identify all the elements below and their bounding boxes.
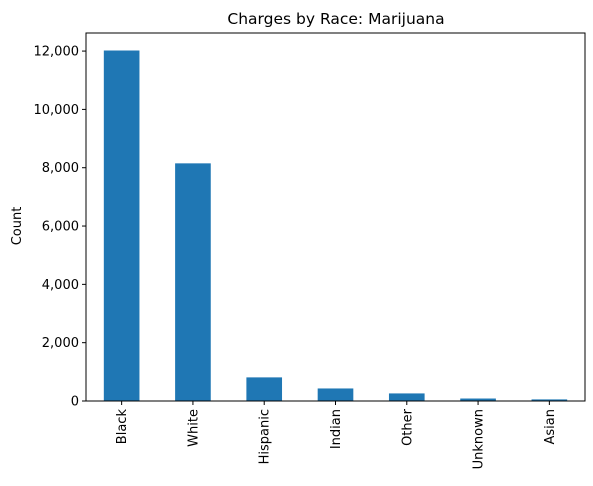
x-axis-ticks: Black White Hispanic Indian Other Unknown Asia… <box>115 401 558 469</box>
x-tick-label: White <box>186 409 201 447</box>
y-tick-label: 10,000 <box>34 103 80 118</box>
chart-title: Charges by Race: Marijuana <box>227 10 444 28</box>
x-tick-label: Hispanic <box>258 409 273 464</box>
x-tick-label: Indian <box>329 409 344 449</box>
y-tick-label: 2,000 <box>42 336 79 351</box>
bar-asian <box>531 399 568 401</box>
bar-other <box>388 393 425 401</box>
bar-hispanic <box>246 377 283 401</box>
x-tick-label: Black <box>115 409 130 445</box>
y-axis-label: Count <box>10 207 25 246</box>
plot-frame <box>85 32 586 402</box>
y-tick-label: 12,000 <box>34 45 80 60</box>
x-tick-label: Other <box>400 408 415 446</box>
x-tick-label: Asian <box>543 409 558 444</box>
bar-indian <box>317 388 354 401</box>
bar-unknown <box>460 398 496 401</box>
x-tick-label: Unknown <box>472 409 487 469</box>
bar-white <box>175 163 211 401</box>
y-axis-ticks: 0 2,000 4,000 6,000 8,000 10,000 12,000 <box>34 45 86 410</box>
bar-group <box>103 50 568 401</box>
y-tick-label: 8,000 <box>42 161 79 176</box>
y-tick-label: 0 <box>71 395 79 410</box>
bar-black <box>103 50 140 401</box>
y-tick-label: 6,000 <box>42 220 79 235</box>
y-tick-label: 4,000 <box>42 278 79 293</box>
